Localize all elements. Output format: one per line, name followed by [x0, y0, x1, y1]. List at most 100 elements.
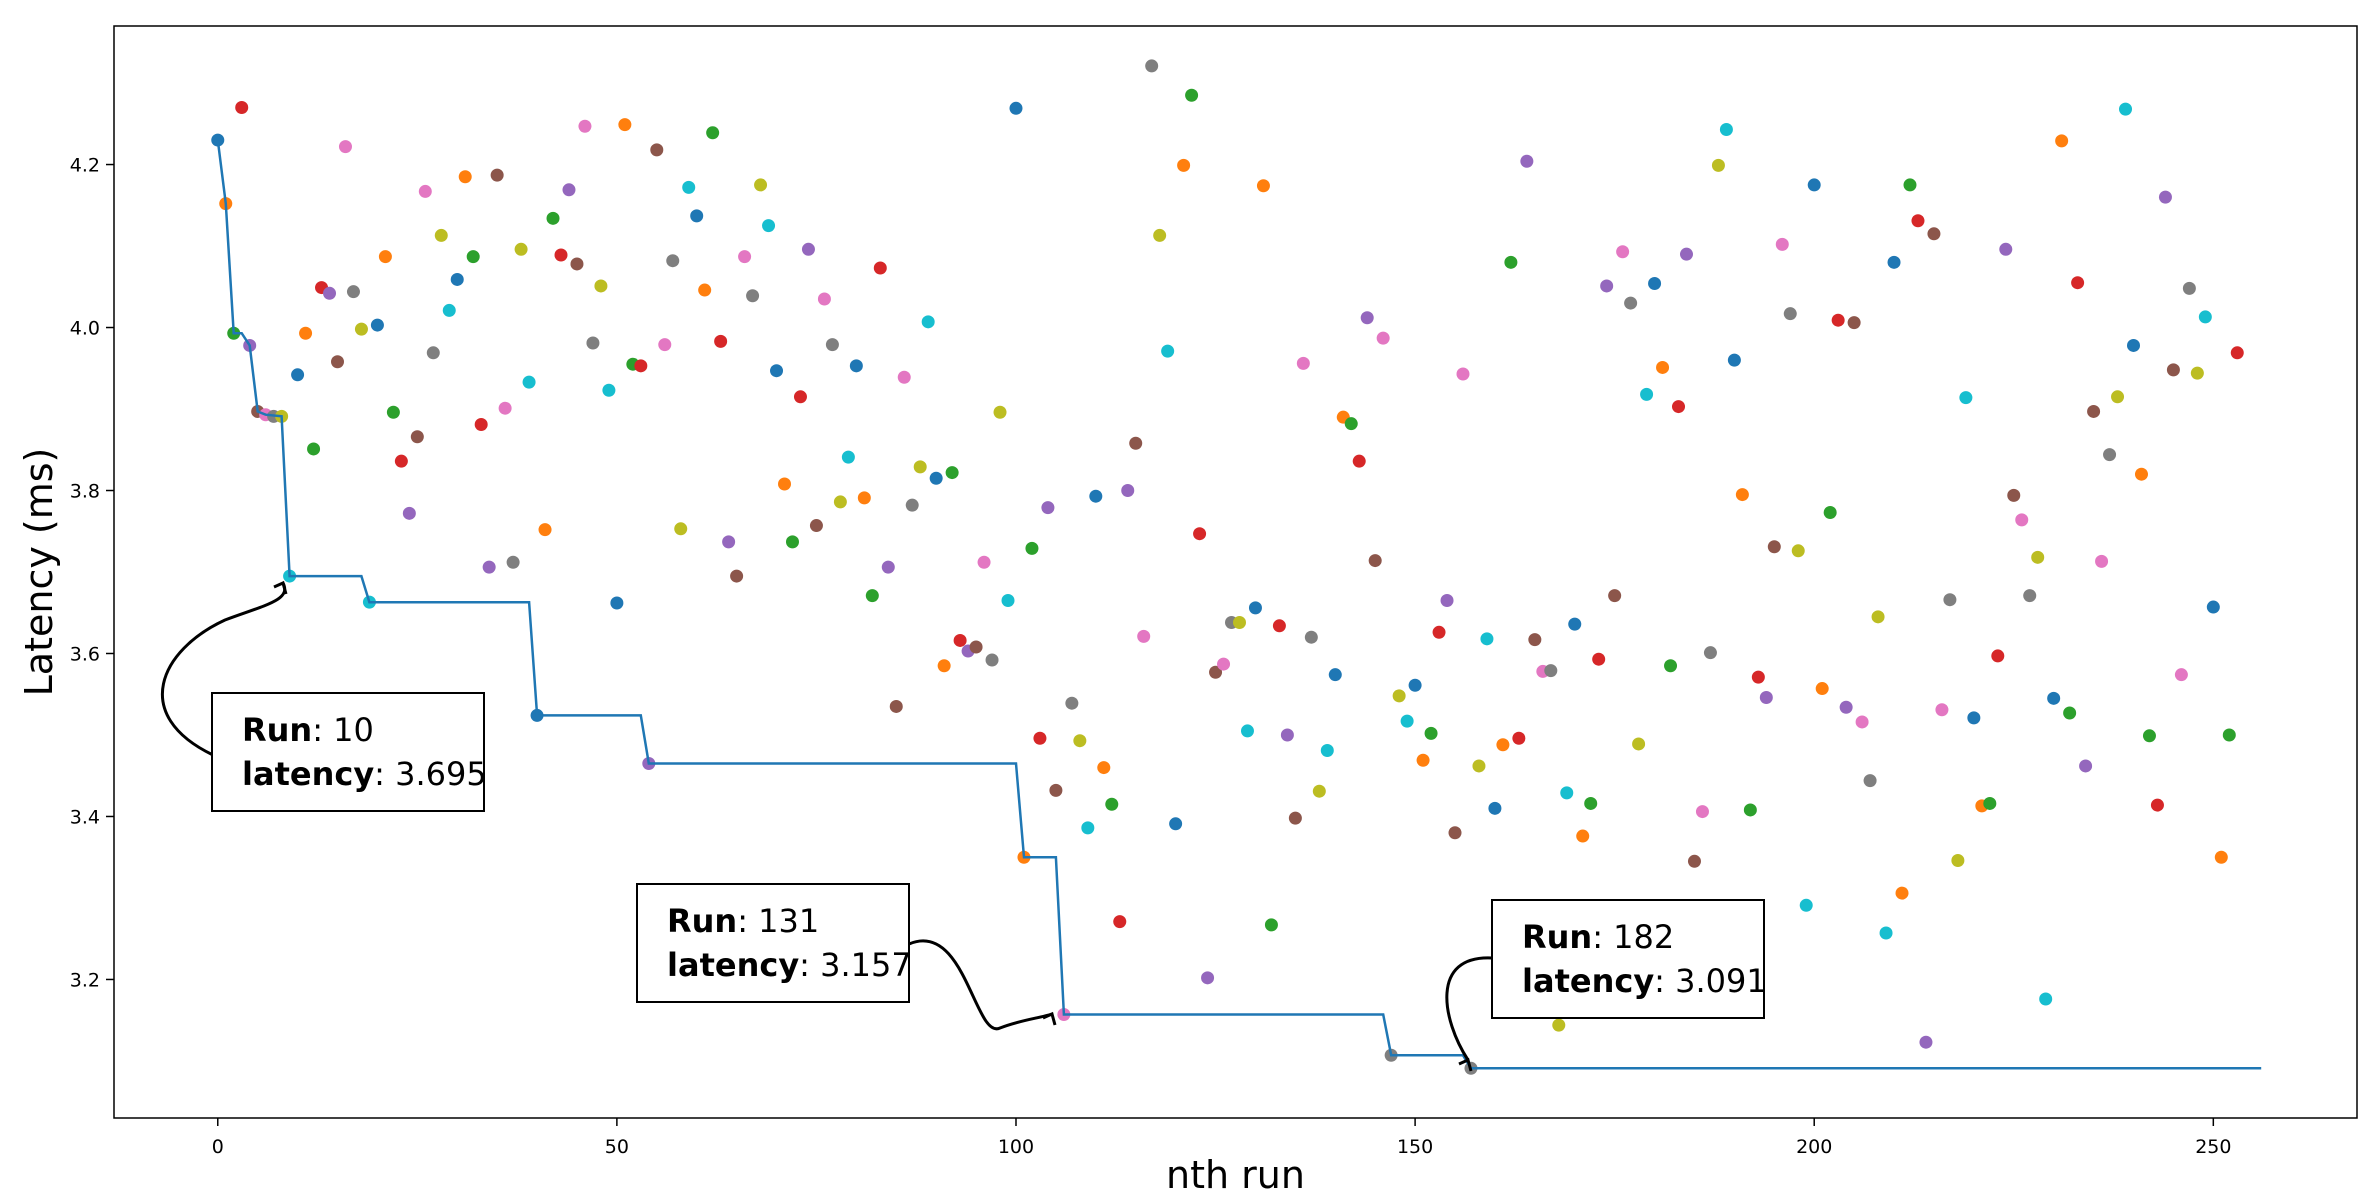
data-point	[594, 279, 608, 293]
data-point	[1161, 344, 1175, 358]
data-point	[881, 560, 895, 574]
data-point	[658, 338, 672, 352]
data-point	[801, 242, 815, 256]
data-point	[817, 292, 831, 306]
data-point	[841, 450, 855, 464]
data-point	[1863, 774, 1877, 788]
data-point	[690, 209, 704, 223]
annotation-run-key: Run	[1522, 918, 1592, 956]
data-point	[498, 401, 512, 415]
data-point	[554, 248, 568, 262]
data-point	[1049, 783, 1063, 797]
data-point	[1009, 101, 1023, 115]
data-point	[1743, 803, 1757, 817]
data-point	[754, 178, 768, 192]
data-point	[1256, 179, 1270, 193]
data-point	[546, 211, 560, 225]
data-point	[1831, 313, 1845, 327]
data-point	[634, 359, 648, 373]
annotation-arrow	[1445, 956, 1493, 1061]
data-point	[921, 315, 935, 329]
data-point	[937, 659, 951, 673]
data-point	[849, 359, 863, 373]
annotation-2: Run: 131 latency: 3.157	[636, 883, 1057, 1031]
data-point	[666, 254, 680, 268]
data-point	[1927, 227, 1941, 241]
annotation-latency-key: latency	[242, 755, 374, 793]
data-point	[857, 491, 871, 505]
data-point	[1895, 886, 1909, 900]
data-point	[1392, 689, 1406, 703]
y-tick-label: 3.2	[70, 969, 100, 991]
data-point	[1145, 59, 1159, 73]
data-point	[1153, 228, 1167, 242]
data-point	[1839, 700, 1853, 714]
data-point	[2198, 310, 2212, 324]
data-point	[2071, 276, 2085, 290]
annotation-arrowhead	[1042, 1011, 1057, 1026]
data-point	[578, 119, 592, 133]
data-point	[378, 250, 392, 264]
data-point	[1288, 811, 1302, 825]
data-point	[809, 519, 823, 533]
y-tick-label: 3.6	[70, 643, 100, 665]
data-point	[1344, 417, 1358, 431]
data-point	[1719, 122, 1733, 136]
annotation-run-value: : 10	[312, 711, 374, 749]
data-point	[1951, 853, 1965, 867]
annotation-arrow	[160, 582, 287, 757]
data-point	[474, 417, 488, 431]
data-point	[2174, 668, 2188, 682]
data-point	[1799, 898, 1813, 912]
data-point	[1879, 926, 1893, 940]
data-point	[770, 364, 784, 378]
data-point	[1648, 277, 1662, 291]
data-point	[1911, 214, 1925, 228]
data-point	[386, 405, 400, 419]
data-point	[1025, 541, 1039, 555]
data-point	[1735, 488, 1749, 502]
data-point	[1608, 589, 1622, 603]
data-point	[2119, 102, 2133, 116]
data-point	[1312, 784, 1326, 798]
data-point	[1209, 665, 1223, 679]
annotation-run-key: Run	[667, 902, 737, 940]
data-point	[1248, 601, 1262, 615]
scatter-points	[211, 59, 2244, 1075]
data-point	[1664, 659, 1678, 673]
data-point	[1512, 731, 1526, 745]
data-point	[1368, 554, 1382, 568]
annotation-latency-value: : 3.695	[374, 755, 487, 793]
data-point	[418, 184, 432, 198]
data-point	[466, 250, 480, 264]
data-point	[618, 118, 632, 132]
data-point	[1169, 817, 1183, 831]
data-point	[1424, 726, 1438, 740]
data-point	[1871, 610, 1885, 624]
data-point	[682, 180, 696, 194]
data-point	[825, 338, 839, 352]
data-point	[570, 257, 584, 271]
data-point	[1672, 400, 1686, 414]
data-point	[1552, 1018, 1566, 1032]
data-point	[1193, 527, 1207, 541]
data-point	[1656, 360, 1670, 374]
data-point	[299, 326, 313, 340]
annotation-run-line: Run: 10	[242, 711, 374, 749]
data-point	[2103, 448, 2117, 462]
data-point	[1823, 506, 1837, 520]
data-point	[2015, 513, 2029, 527]
data-point	[1592, 652, 1606, 666]
annotation-box	[636, 883, 910, 1003]
data-point	[1280, 728, 1294, 742]
data-point	[1727, 353, 1741, 367]
data-point	[1296, 356, 1310, 370]
data-point	[1480, 632, 1494, 646]
annotation-latency-value: : 3.091	[1654, 962, 1767, 1000]
data-point	[897, 370, 911, 384]
data-point	[1959, 391, 1973, 405]
data-point	[1448, 826, 1462, 840]
data-point	[1775, 237, 1789, 251]
data-point	[410, 430, 424, 444]
data-point	[793, 390, 807, 404]
